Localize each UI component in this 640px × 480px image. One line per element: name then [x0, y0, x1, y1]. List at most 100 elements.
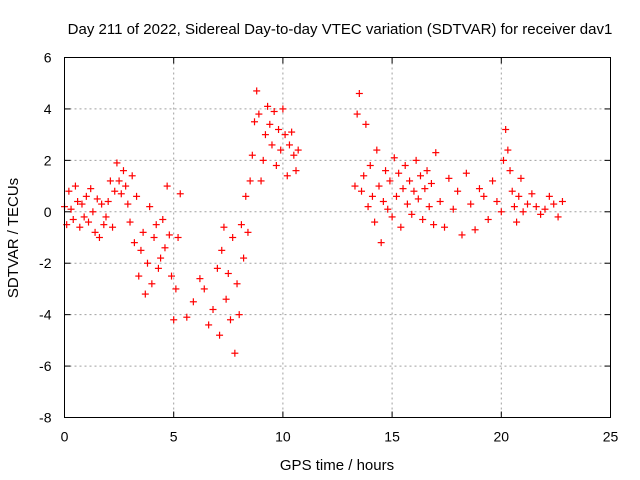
data-point: [353, 110, 361, 118]
data-point: [430, 221, 438, 229]
y-tick-label: -6: [39, 358, 52, 374]
data-point: [412, 156, 420, 164]
data-point: [467, 200, 475, 208]
data-point: [122, 182, 130, 190]
data-point: [388, 213, 396, 221]
data-point: [163, 182, 171, 190]
data-point: [67, 205, 75, 213]
data-point: [449, 205, 457, 213]
data-point: [102, 213, 110, 221]
data-point: [137, 246, 145, 254]
data-point: [130, 239, 138, 247]
data-point: [253, 87, 261, 95]
data-point: [200, 285, 208, 293]
data-point: [93, 195, 101, 203]
data-point: [172, 285, 180, 293]
data-point: [226, 316, 234, 324]
data-point: [161, 244, 169, 252]
data-point: [165, 231, 173, 239]
data-point: [414, 195, 422, 203]
y-tick-label: 0: [44, 204, 52, 220]
x-tick-labels: 0 5 10 15 20 25: [61, 429, 619, 445]
data-point: [290, 151, 298, 159]
data-point: [82, 192, 90, 200]
data-point: [554, 213, 562, 221]
x-tick-label: 20: [494, 429, 510, 445]
data-point: [104, 198, 112, 205]
data-point: [419, 216, 427, 223]
data-point: [65, 187, 73, 195]
data-point: [441, 223, 449, 231]
data-point: [264, 102, 272, 110]
data-point: [213, 264, 221, 272]
y-tick-label: 2: [44, 152, 52, 168]
data-point: [87, 185, 95, 193]
data-point: [119, 167, 127, 175]
data-point: [401, 162, 409, 169]
data-point: [141, 290, 149, 298]
data-point: [261, 131, 269, 139]
data-point: [508, 187, 516, 195]
data-point: [499, 156, 507, 164]
data-point: [360, 172, 368, 180]
x-axis-label: GPS time / hours: [280, 457, 394, 474]
data-point: [532, 203, 540, 211]
data-point: [294, 146, 302, 154]
data-point: [406, 177, 414, 185]
x-tick-label: 25: [603, 429, 619, 445]
data-point: [510, 203, 518, 211]
data-point: [244, 228, 252, 236]
axis-ticks: [64, 57, 611, 418]
y-axis-label: SDTVAR / TECUs: [5, 178, 22, 298]
data-point: [386, 177, 394, 185]
data-points: [61, 87, 566, 357]
data-point: [268, 141, 276, 149]
data-point: [117, 190, 125, 198]
data-point: [139, 228, 147, 236]
data-point: [524, 200, 532, 208]
data-point: [111, 187, 119, 195]
data-point: [513, 218, 521, 226]
data-point: [281, 131, 289, 139]
data-point: [279, 105, 287, 113]
grid-lines: [64, 57, 611, 418]
data-point: [504, 146, 512, 154]
data-point: [351, 182, 359, 190]
data-point: [115, 177, 123, 185]
data-point: [222, 295, 230, 303]
data-point: [220, 223, 228, 231]
data-point: [229, 234, 237, 241]
data-point: [528, 190, 536, 198]
data-point: [143, 259, 151, 267]
x-tick-label: 0: [61, 429, 69, 445]
data-point: [358, 187, 366, 195]
data-point: [558, 198, 566, 205]
data-point: [545, 192, 553, 200]
data-point: [98, 200, 106, 208]
data-point: [377, 239, 385, 247]
data-point: [484, 216, 492, 223]
data-point: [410, 187, 418, 195]
data-point: [283, 172, 291, 180]
data-point: [515, 192, 523, 200]
data-point: [89, 208, 97, 216]
data-point: [216, 331, 224, 339]
data-point: [154, 264, 162, 272]
data-point: [146, 203, 154, 211]
data-point: [78, 200, 86, 208]
data-point: [436, 198, 444, 205]
data-point: [235, 311, 243, 319]
data-point: [150, 234, 158, 241]
data-point: [458, 231, 466, 239]
data-point: [292, 167, 300, 175]
data-point: [502, 126, 510, 133]
data-point: [362, 120, 370, 128]
chart-title: Day 211 of 2022, Sidereal Day-to-day VTE…: [68, 21, 613, 38]
data-point: [480, 192, 488, 200]
data-point: [76, 223, 84, 231]
y-tick-label: -2: [39, 255, 52, 271]
data-point: [233, 280, 241, 288]
data-point: [355, 90, 363, 97]
data-point: [368, 192, 376, 200]
